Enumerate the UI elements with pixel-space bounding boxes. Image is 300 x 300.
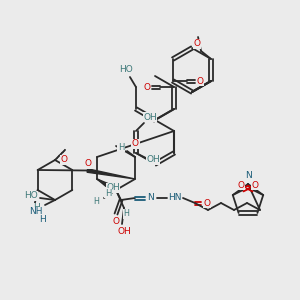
Text: H: H <box>123 209 129 218</box>
Text: N: N <box>244 172 251 181</box>
Text: OH: OH <box>106 184 120 193</box>
Text: OH: OH <box>117 226 131 236</box>
Polygon shape <box>87 169 135 179</box>
Polygon shape <box>97 179 108 187</box>
Text: O: O <box>144 82 151 91</box>
Text: O: O <box>196 76 203 85</box>
Text: O: O <box>251 181 258 190</box>
Text: H: H <box>93 196 99 206</box>
Text: O: O <box>60 155 67 164</box>
Text: O: O <box>85 159 92 168</box>
Text: H: H <box>34 203 40 212</box>
Text: NH: NH <box>29 208 42 217</box>
Text: O: O <box>112 217 119 226</box>
Text: N: N <box>148 194 154 202</box>
Text: OH: OH <box>143 112 157 122</box>
Text: H: H <box>105 188 111 197</box>
Text: O: O <box>238 181 245 190</box>
Text: HO: HO <box>119 65 133 74</box>
Text: OH: OH <box>146 155 160 164</box>
Text: HN: HN <box>168 194 182 202</box>
Text: HO: HO <box>24 191 38 200</box>
Text: H: H <box>118 142 124 152</box>
Text: O: O <box>203 199 211 208</box>
Text: O: O <box>194 40 201 49</box>
Text: O: O <box>132 140 139 148</box>
Text: H: H <box>39 215 46 224</box>
